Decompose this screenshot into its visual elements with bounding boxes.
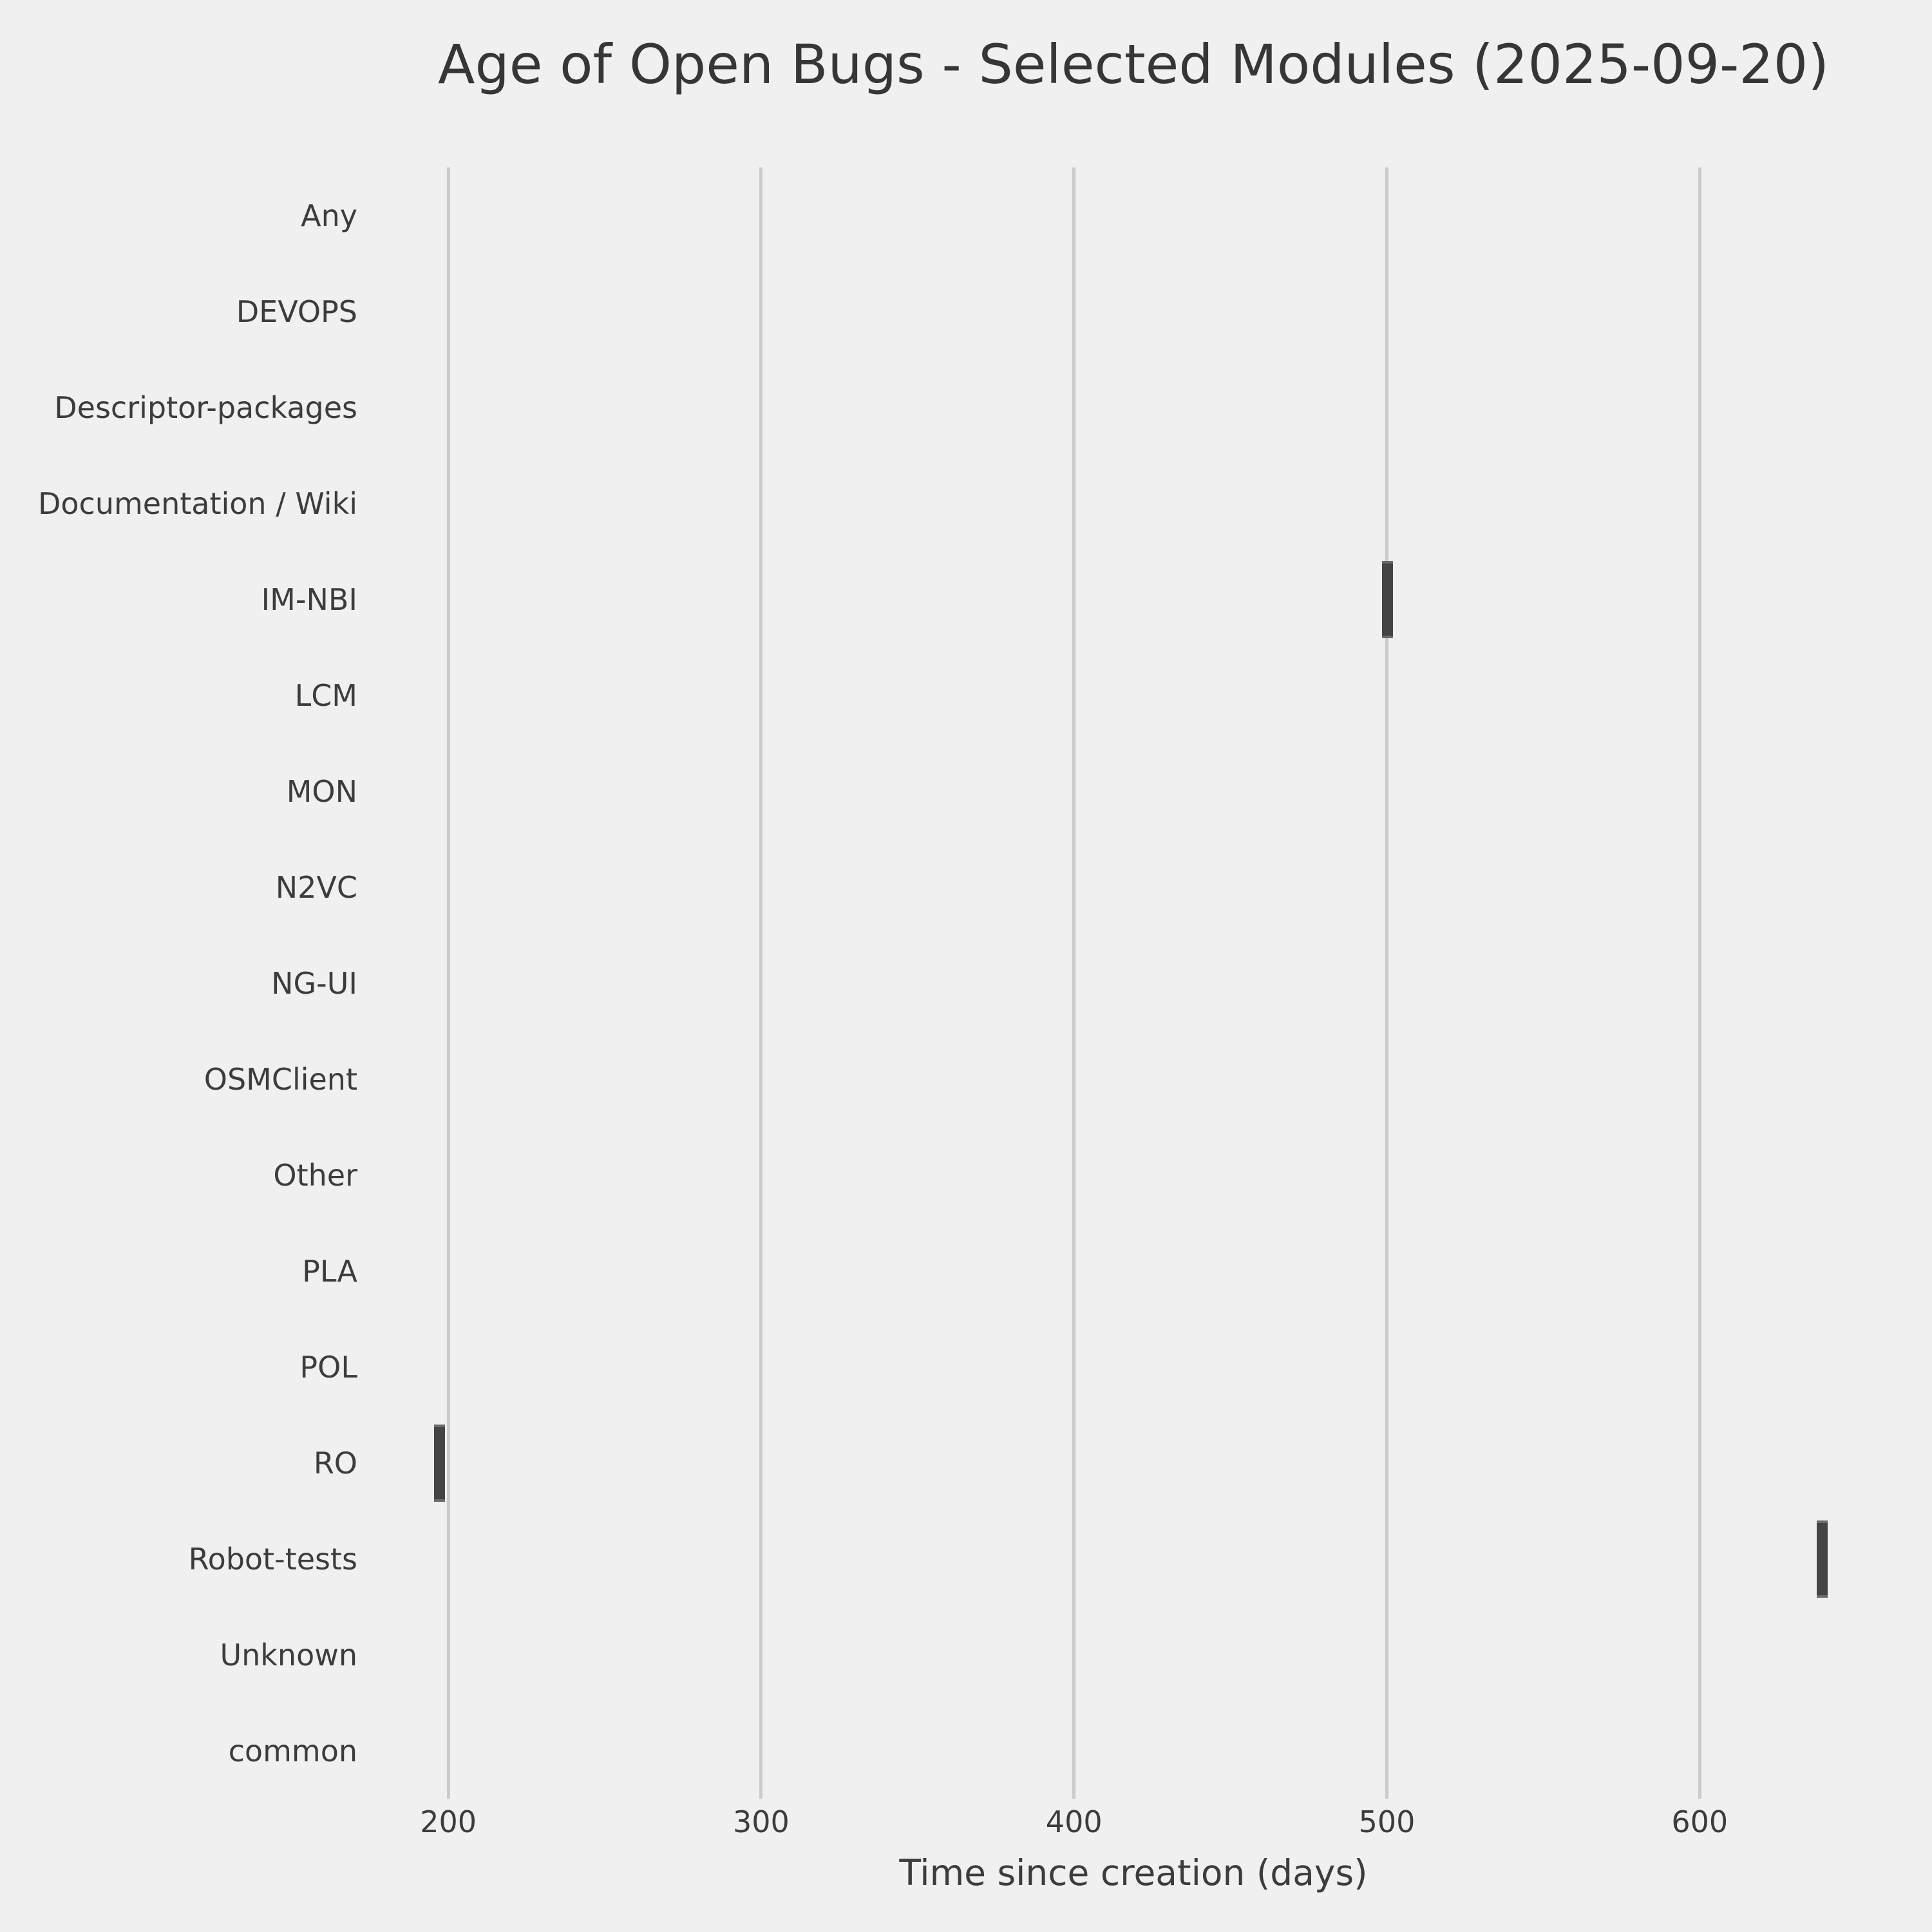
gridline-600	[1698, 167, 1701, 1799]
y-tick-label-unknown: Unknown	[220, 1637, 357, 1672]
x-tick-label-600: 600	[1671, 1804, 1728, 1839]
y-tick-label-im-nbi: IM-NBI	[261, 582, 357, 617]
y-tick-label-common: common	[228, 1733, 357, 1768]
y-tick-label-n2vc: N2VC	[275, 869, 357, 905]
plot-area	[364, 167, 1903, 1799]
box-im-nbi	[1382, 560, 1394, 638]
y-tick-label-ro: RO	[313, 1445, 357, 1481]
y-tick-label-devops: DEVOPS	[236, 294, 357, 329]
y-tick-label-pol: POL	[299, 1349, 357, 1385]
x-tick-label-500: 500	[1358, 1804, 1416, 1839]
y-tick-label-pla: PLA	[302, 1253, 357, 1289]
gridline-400	[1072, 167, 1076, 1799]
box-ro	[434, 1424, 446, 1502]
y-tick-label-lcm: LCM	[294, 677, 357, 713]
y-tick-label-descriptor-packages: Descriptor-packages	[54, 390, 357, 425]
y-tick-label-robot-tests: Robot-tests	[188, 1541, 357, 1577]
x-tick-label-200: 200	[420, 1804, 477, 1839]
x-axis-title: Time since creation (days)	[899, 1852, 1368, 1893]
y-axis-tick-labels: Any DEVOPS Descriptor-packages Documentatio…	[0, 167, 357, 1799]
chart-title: Age of Open Bugs - Selected Modules (202…	[437, 33, 1829, 96]
y-tick-label-any: Any	[301, 198, 357, 233]
x-tick-label-300: 300	[733, 1804, 790, 1839]
y-tick-label-ng-ui: NG-UI	[271, 965, 357, 1001]
gridline-200	[446, 167, 450, 1799]
y-tick-label-documentation-wiki: Documentation / Wiki	[37, 486, 357, 521]
gridline-500	[1385, 167, 1388, 1799]
y-tick-label-osmclient: OSMClient	[204, 1061, 357, 1097]
box-robot-tests	[1817, 1520, 1828, 1598]
x-axis-tick-labels: 200 300 400 500 600	[364, 1804, 1903, 1850]
x-tick-label-400: 400	[1045, 1804, 1103, 1839]
y-tick-label-other: Other	[273, 1157, 357, 1193]
gridline-300	[759, 167, 763, 1799]
y-tick-label-mon: MON	[286, 773, 357, 809]
